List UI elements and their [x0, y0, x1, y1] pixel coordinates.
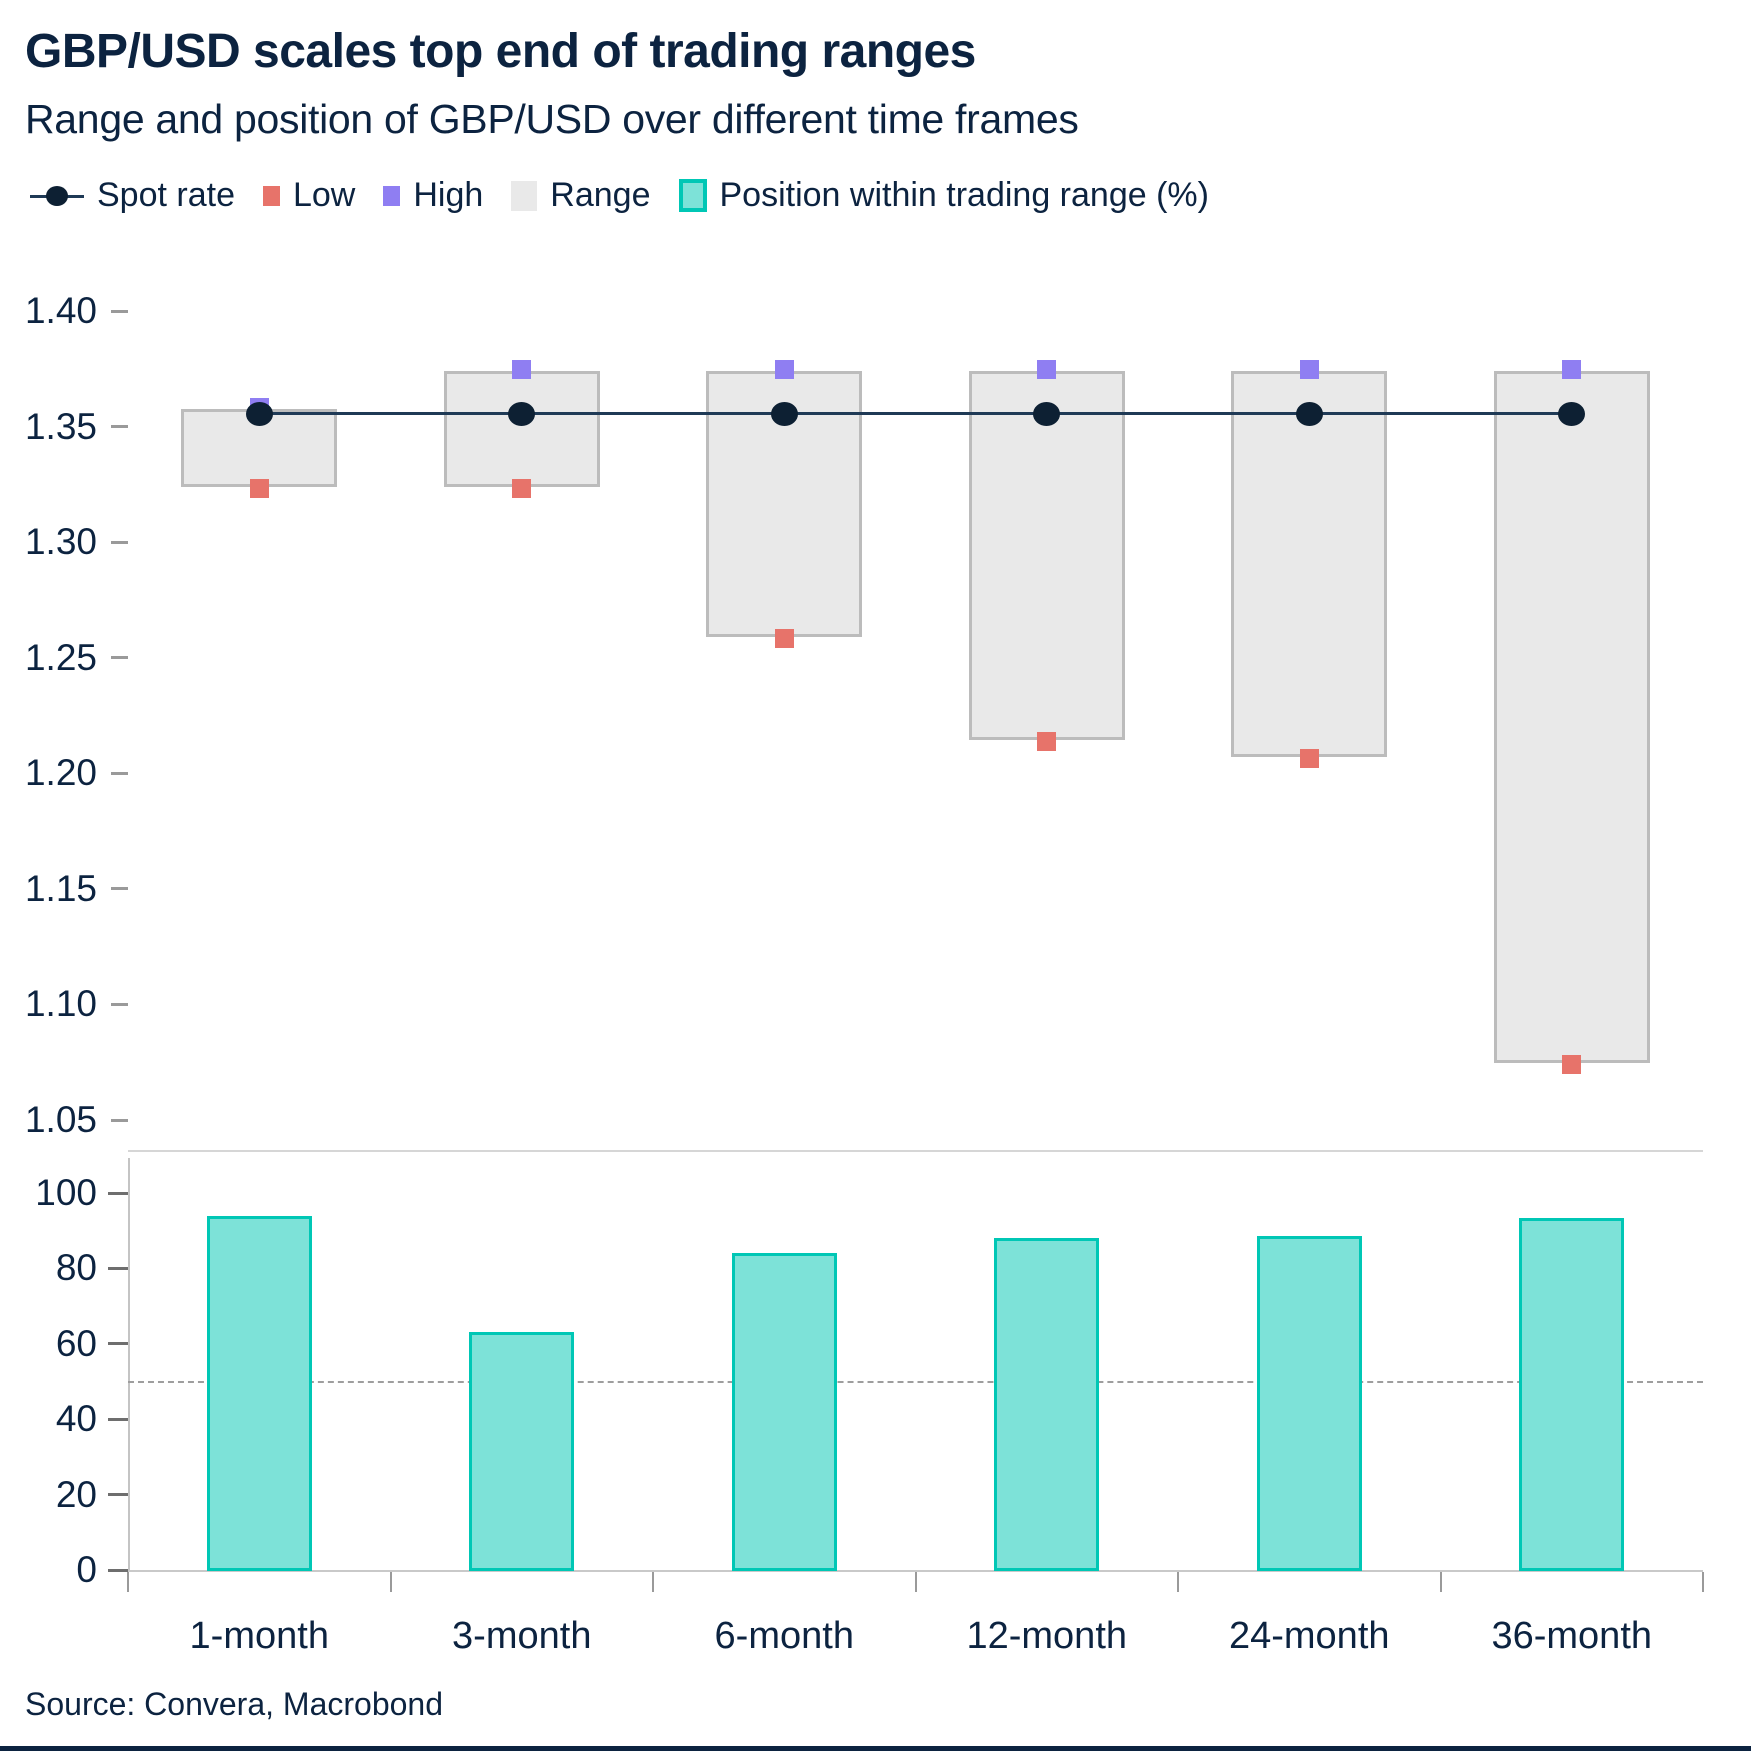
x-tick — [389, 1572, 392, 1592]
y-tick-label: 1.25 — [24, 636, 97, 678]
y-tick-label: 1.10 — [24, 983, 97, 1025]
x-tick — [127, 1572, 129, 1592]
legend-item: High — [383, 176, 483, 215]
x-axis-label: 3-month — [452, 1615, 592, 1657]
y-tick — [108, 1493, 128, 1497]
spot-marker — [1033, 401, 1061, 426]
low-marker — [774, 628, 794, 648]
legend-swatch-icon — [262, 185, 280, 206]
figure-bottom-border — [0, 1746, 1751, 1751]
x-axis-label: 12-month — [966, 1615, 1128, 1657]
y-tick-label: 1.40 — [24, 290, 97, 331]
position-bar — [994, 1238, 1100, 1571]
position-bar — [469, 1332, 575, 1571]
y-tick-label: 20 — [55, 1473, 97, 1515]
y-axis-line — [128, 1158, 130, 1570]
legend-item: Range — [511, 176, 651, 215]
y-tick-label: 1.35 — [24, 405, 97, 447]
legend-label: Position within trading range (%) — [719, 176, 1209, 214]
y-tick — [111, 887, 128, 891]
y-tick-label: 80 — [55, 1247, 97, 1289]
spot-marker — [1295, 401, 1323, 426]
low-marker — [249, 478, 269, 498]
y-tick — [108, 1417, 128, 1421]
spot-marker — [508, 401, 536, 426]
panel-divider — [128, 1150, 1703, 1152]
x-tick — [1439, 1572, 1442, 1592]
y-tick-label: 0 — [76, 1549, 97, 1590]
legend-label: Spot rate — [97, 176, 235, 214]
legend-label: Range — [550, 176, 651, 214]
position-bar — [206, 1215, 312, 1571]
y-tick — [111, 425, 128, 429]
high-marker — [1037, 360, 1057, 380]
x-axis-label: 6-month — [714, 1615, 854, 1657]
y-tick-label: 1.30 — [24, 521, 97, 563]
low-marker — [512, 478, 532, 498]
page-subtitle: Range and position of GBP/USD over diffe… — [25, 96, 1079, 142]
legend-item: Spot rate — [30, 176, 235, 215]
y-tick-label: 40 — [55, 1398, 97, 1440]
low-marker — [1299, 749, 1319, 769]
source-attribution: Source: Convera, Macrobond — [25, 1686, 443, 1722]
legend-label: High — [413, 176, 484, 214]
y-tick-label: 60 — [55, 1322, 97, 1364]
range-box — [1231, 371, 1388, 758]
spot-rate-legend-icon — [30, 183, 84, 209]
y-tick — [111, 1118, 128, 1122]
high-marker — [1562, 360, 1582, 380]
spot-marker — [770, 401, 798, 426]
x-tick — [652, 1572, 654, 1592]
y-tick — [111, 309, 128, 313]
position-bar — [731, 1253, 837, 1571]
high-marker — [512, 360, 532, 380]
spot-rate-line — [259, 412, 1572, 416]
position-bar — [1256, 1236, 1362, 1571]
y-tick — [111, 656, 128, 660]
y-tick-label: 100 — [35, 1172, 97, 1213]
x-tick — [1702, 1572, 1704, 1592]
range-box — [1493, 371, 1650, 1064]
y-tick — [111, 771, 128, 775]
high-marker — [774, 360, 794, 380]
page-title: GBP/USD scales top end of trading ranges — [25, 25, 976, 78]
x-axis-baseline — [128, 1570, 1703, 1572]
x-axis-label: 1-month — [189, 1615, 329, 1657]
spot-marker — [1558, 401, 1586, 426]
range-box — [443, 371, 600, 487]
legend-item: Position within trading range (%) — [678, 176, 1209, 215]
spot-marker — [245, 401, 273, 426]
y-tick-label: 1.05 — [24, 1099, 97, 1140]
position-legend-icon — [678, 179, 707, 212]
legend-item: Low — [262, 176, 356, 215]
y-tick — [108, 1191, 128, 1195]
y-tick — [108, 1568, 128, 1572]
legend-label: Low — [292, 176, 356, 214]
x-tick — [1177, 1572, 1179, 1592]
low-marker — [1037, 731, 1057, 751]
y-tick — [108, 1342, 128, 1346]
low-marker — [1562, 1055, 1582, 1075]
legend-swatch-icon — [511, 180, 538, 211]
y-tick — [111, 540, 128, 544]
y-tick-label: 1.20 — [24, 752, 97, 794]
y-tick — [108, 1266, 128, 1270]
high-marker — [1299, 360, 1319, 380]
y-tick — [111, 1002, 128, 1006]
position-bar — [1519, 1217, 1625, 1571]
x-tick — [914, 1572, 917, 1592]
fifty-percent-refline — [128, 1380, 1703, 1383]
legend-swatch-icon — [383, 185, 401, 206]
chart-legend: Spot rate Low High Range Position within tra… — [30, 176, 1209, 215]
x-axis-label: 36-month — [1491, 1615, 1653, 1657]
x-axis-label: 24-month — [1228, 1615, 1390, 1657]
range-box — [968, 371, 1125, 740]
y-tick-label: 1.15 — [24, 867, 97, 909]
